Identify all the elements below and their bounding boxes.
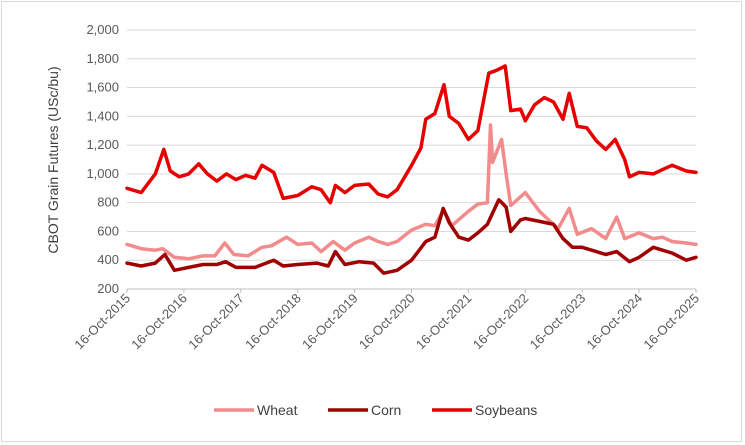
x-tick-label: 16-Oct-2020 [356,291,418,353]
x-tick-label: 16-Oct-2021 [413,291,475,353]
legend-label-soybeans: Soybeans [475,402,537,418]
y-tick-label: 1,000 [86,166,119,181]
series-line-corn [125,198,698,275]
y-tick-label: 2,000 [86,22,119,37]
x-tick-label: 16-Oct-2023 [527,291,589,353]
series-line-soybeans [125,64,698,205]
y-tick-label: 400 [97,252,119,267]
y-tick-label: 1,600 [86,80,119,95]
y-tick-label: 600 [97,223,119,238]
y-tick-labels: 200 400 600 800 1,000 1,200 1,400 1,600 1,800 2,0… [86,22,119,296]
y-tick-label: 1,400 [86,108,119,123]
legend: Wheat Corn Soybeans [214,402,537,418]
y-axis-label: CBOT Grain Futures (USc/bu) [45,66,61,253]
x-tick-label: 16-Oct-2022 [470,291,532,353]
x-tick-label: 16-Oct-2015 [71,291,133,353]
y-tick-label: 1,200 [86,137,119,152]
y-tick-label: 1,800 [86,51,119,66]
x-tick-labels: 16-Oct-201516-Oct-201616-Oct-201716-Oct-… [71,289,702,352]
x-tick-label: 16-Oct-2016 [128,291,190,353]
series-line-wheat [125,123,698,261]
legend-label-corn: Corn [371,402,401,418]
y-tick-label: 800 [97,195,119,210]
x-tick-label: 16-Oct-2018 [242,291,304,353]
series-lines [125,64,698,275]
x-tick-label: 16-Oct-2019 [299,291,361,353]
legend-label-wheat: Wheat [257,402,298,418]
y-tick-label: 200 [97,281,119,296]
x-tick-label: 16-Oct-2017 [185,291,247,353]
x-tick-label: 16-Oct-2024 [584,291,646,353]
x-tick-label: 16-Oct-2025 [640,291,702,353]
